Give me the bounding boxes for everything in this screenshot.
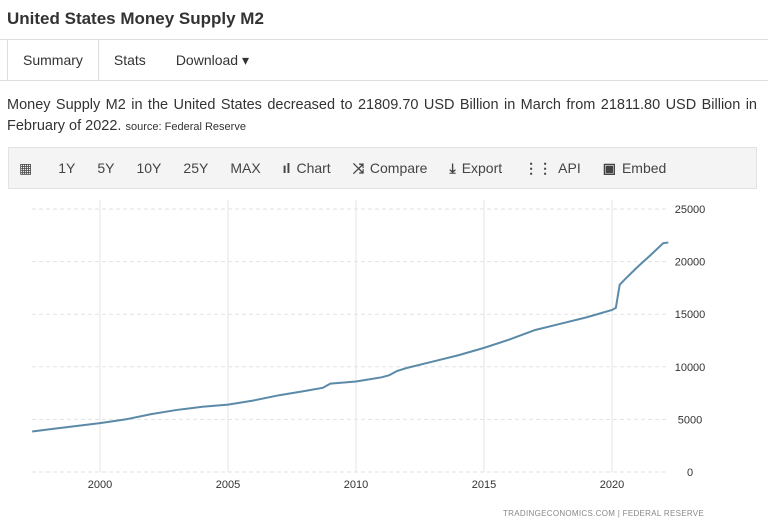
y-tick-label: 0	[687, 467, 693, 479]
bar-chart-icon: ıl	[282, 160, 291, 176]
divider	[0, 80, 768, 81]
range-1y-button[interactable]: 1Y	[58, 160, 76, 176]
y-tick-label: 20000	[675, 257, 706, 269]
m2-series-line	[32, 241, 669, 433]
tab-summary[interactable]: Summary	[7, 40, 99, 81]
y-tick-label: 10000	[675, 362, 706, 374]
calendar-icon[interactable]: ▦	[19, 159, 33, 176]
page-title: United States Money Supply M2	[7, 9, 264, 28]
range-10y-button[interactable]: 10Y	[136, 160, 162, 176]
x-tick-label: 2005	[216, 479, 240, 491]
api-button[interactable]: ⋮⋮ API	[524, 160, 581, 177]
chart-toolbar: ▦ 1Y 5Y 10Y 25Y MAX ıl Chart ⤨ Compare ⤓ Ex…	[8, 147, 757, 189]
embed-button[interactable]: ▣ Embed	[603, 160, 667, 177]
line-chart: 0 5000 10000 15000 20000 25000 2000 2005 2010 201…	[32, 200, 706, 491]
y-tick-label: 5000	[678, 414, 702, 426]
download-icon: ⤓	[449, 159, 456, 176]
compare-label: Compare	[369, 159, 428, 176]
range-max-button[interactable]: MAX	[230, 160, 261, 176]
embed-label: Embed	[621, 159, 667, 176]
tab-bar: Summary Stats Download ▾	[7, 40, 264, 81]
range-5y-button[interactable]: 5Y	[97, 160, 115, 176]
y-tick-label: 25000	[675, 204, 706, 216]
export-button[interactable]: ⤓ Export	[449, 160, 502, 177]
image-icon: ▣	[602, 159, 616, 176]
api-label: API	[558, 159, 581, 176]
range-25y-button[interactable]: 25Y	[183, 160, 209, 176]
chart-source: TRADINGECONOMICS.COM | FEDERAL RESERVE	[503, 509, 705, 518]
grid-icon: ⋮⋮	[524, 159, 553, 176]
tab-download[interactable]: Download ▾	[175, 52, 249, 68]
y-tick-label: 15000	[675, 309, 706, 321]
divider	[0, 39, 768, 40]
description: Money Supply M2 in the United States dec…	[7, 97, 757, 134]
chart-label: Chart	[296, 160, 331, 176]
x-tick-label: 2015	[472, 479, 496, 491]
chart-button[interactable]: ıl Chart	[283, 160, 331, 176]
summary-text: Money Supply M2 in the United States dec…	[7, 95, 757, 138]
tab-stats[interactable]: Stats	[113, 52, 146, 68]
source-label: source: Federal Reserve	[125, 121, 246, 133]
x-tick-label: 2020	[600, 479, 624, 491]
shuffle-icon: ⤨	[352, 159, 364, 176]
compare-button[interactable]: ⤨ Compare	[353, 160, 428, 177]
export-label: Export	[461, 159, 503, 176]
x-tick-label: 2000	[88, 479, 112, 491]
x-tick-label: 2010	[344, 479, 368, 491]
